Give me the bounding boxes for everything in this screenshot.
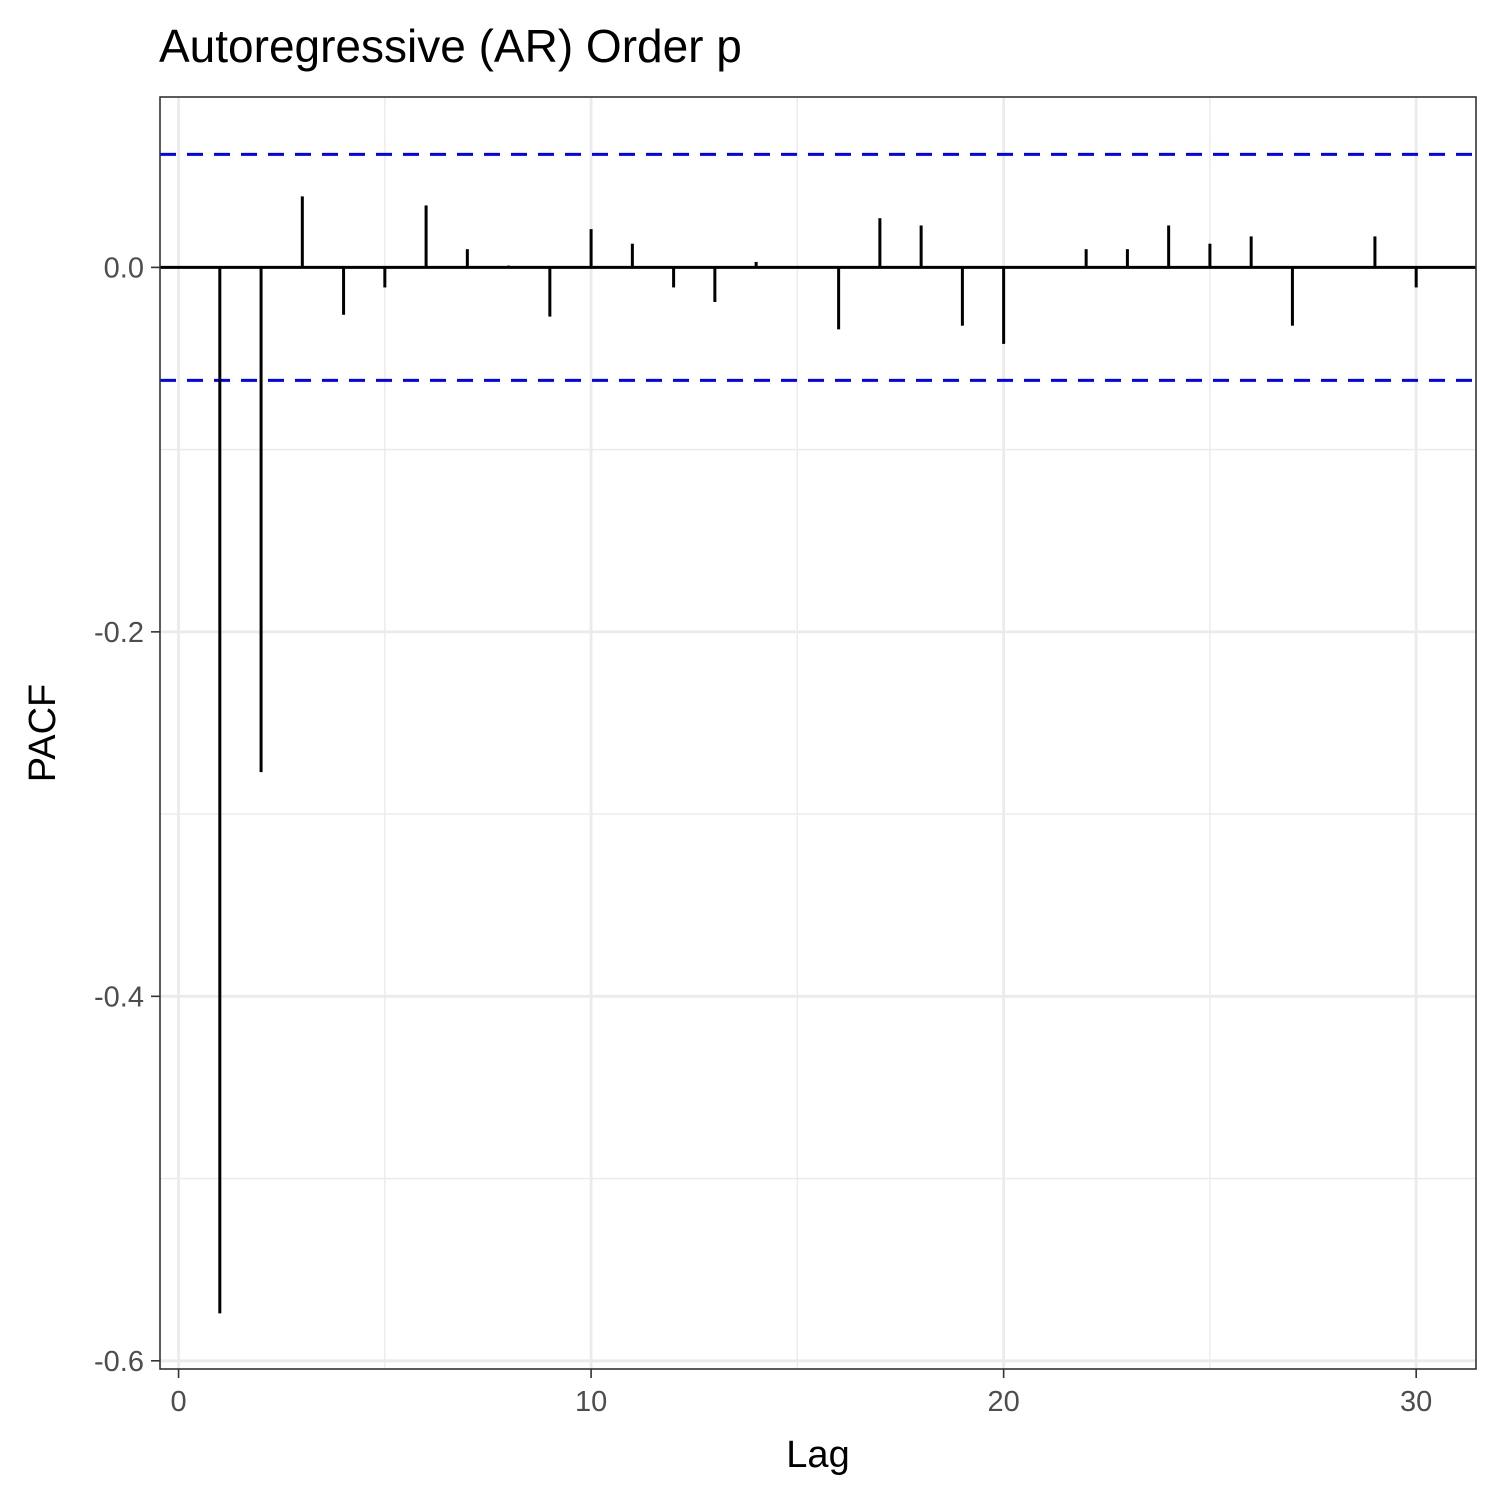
x-axis-title: Lag (786, 1434, 849, 1476)
y-tick-label: -0.6 (94, 1346, 144, 1378)
y-axis-title: PACF (22, 684, 64, 783)
x-tick-label: 30 (1400, 1386, 1432, 1418)
confidence-bounds (160, 152, 1476, 382)
chart-title: Autoregressive (AR) Order p (159, 20, 742, 72)
y-tick-label: 0.0 (104, 252, 144, 284)
plot-panel-border (159, 96, 1477, 1370)
x-axis: 0 10 20 30 (170, 1369, 1432, 1418)
y-tick-label: -0.4 (94, 981, 144, 1013)
y-tick-label: -0.2 (94, 617, 144, 649)
y-axis: -0.6 -0.4 -0.2 0.0 (94, 252, 160, 1378)
x-tick-label: 20 (988, 1386, 1020, 1418)
x-tick-label: 10 (575, 1386, 607, 1418)
x-tick-label: 0 (170, 1386, 186, 1418)
minor-gridlines (160, 97, 1476, 1369)
